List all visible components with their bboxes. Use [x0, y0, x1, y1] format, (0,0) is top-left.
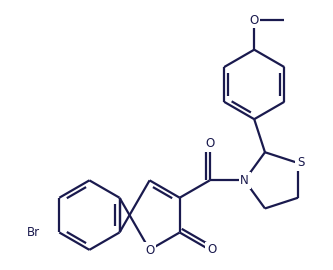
Text: O: O — [250, 14, 259, 27]
Text: N: N — [240, 174, 249, 187]
Text: Br: Br — [27, 226, 40, 239]
Text: O: O — [205, 137, 214, 150]
Text: O: O — [207, 243, 216, 256]
Text: S: S — [297, 157, 304, 170]
Text: O: O — [145, 244, 154, 257]
